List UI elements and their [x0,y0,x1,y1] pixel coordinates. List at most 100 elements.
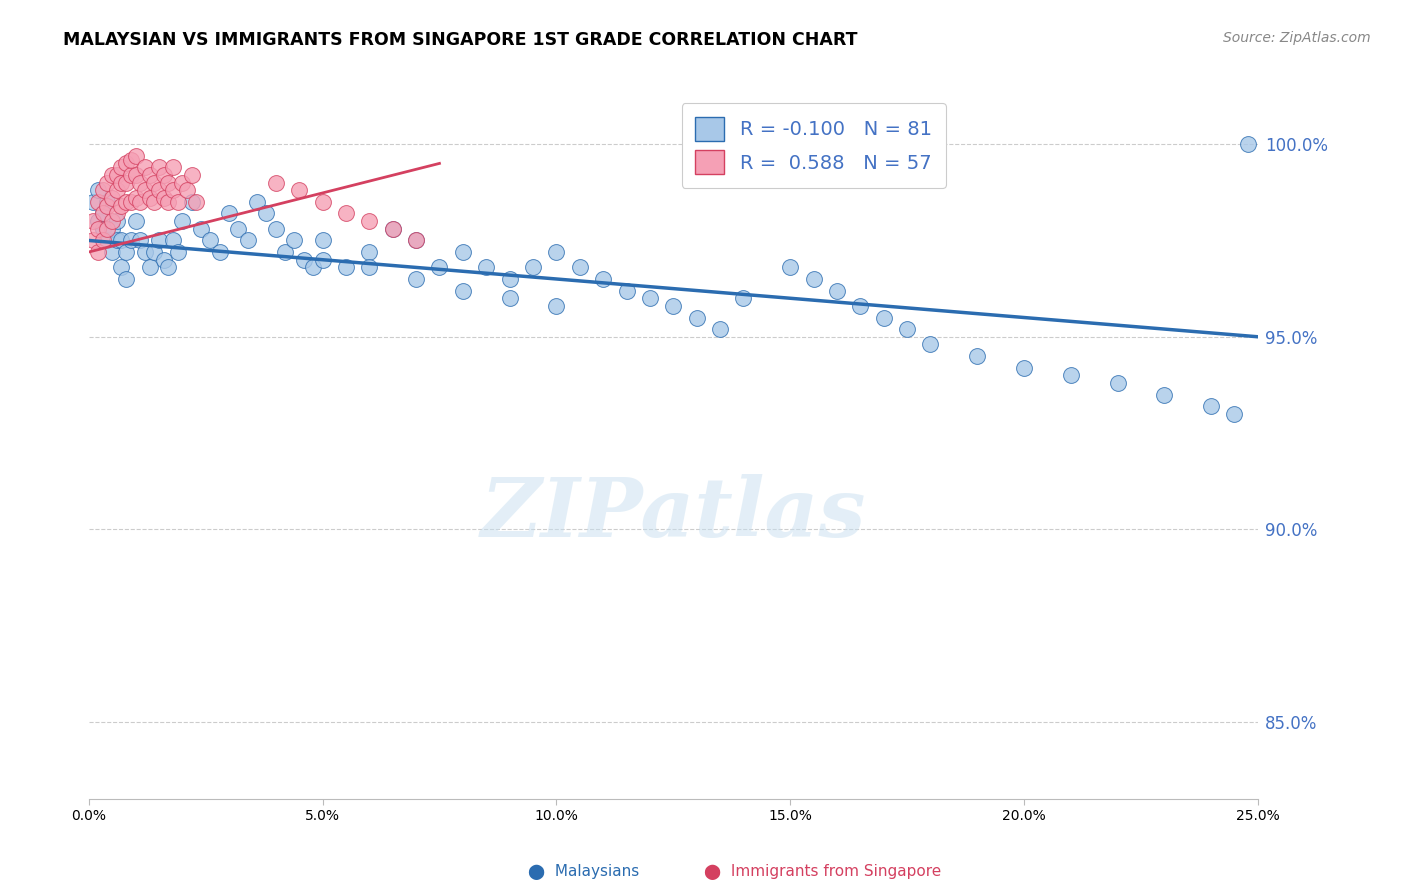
Point [616,284,638,298]
Point [110,260,132,275]
Point [1237,137,1260,152]
Point [138,168,160,182]
Point [138,260,160,275]
Point [405,234,427,248]
Point [138,191,160,205]
Point [129,194,152,209]
Point [96,222,118,236]
Point [200,234,222,248]
Point [498,291,520,305]
Point [1199,399,1222,413]
Point [101,245,124,260]
Point [1012,360,1035,375]
Point [96,176,118,190]
Point [966,349,988,363]
Point [105,168,128,182]
Point [101,168,124,182]
Text: Source: ZipAtlas.com: Source: ZipAtlas.com [1223,31,1371,45]
Point [152,252,174,267]
Point [124,191,146,205]
Point [592,272,614,286]
Legend: R = -0.100   N = 81, R =  0.588   N = 57: R = -0.100 N = 81, R = 0.588 N = 57 [682,103,945,187]
Point [115,156,138,170]
Point [115,245,138,260]
Point [568,260,591,275]
Point [359,260,381,275]
Point [87,222,110,236]
Point [638,291,661,305]
Point [148,161,170,175]
Point [335,260,357,275]
Point [1153,387,1175,401]
Point [120,194,142,209]
Point [152,191,174,205]
Point [283,234,305,248]
Point [288,183,311,197]
Point [685,310,707,325]
Point [105,234,128,248]
Point [96,199,118,213]
Point [359,214,381,228]
Point [157,260,180,275]
Point [451,284,474,298]
Point [120,168,142,182]
Point [292,252,315,267]
Point [91,206,114,220]
Point [228,222,250,236]
Point [82,194,104,209]
Point [91,234,114,248]
Point [1107,376,1129,390]
Point [1223,407,1246,421]
Point [82,234,104,248]
Point [143,245,166,260]
Point [920,337,942,351]
Point [311,252,333,267]
Text: ⬤  Malaysians: ⬤ Malaysians [527,864,640,880]
Point [110,199,132,213]
Point [186,194,208,209]
Text: MALAYSIAN VS IMMIGRANTS FROM SINGAPORE 1ST GRADE CORRELATION CHART: MALAYSIAN VS IMMIGRANTS FROM SINGAPORE 1… [63,31,858,49]
Point [115,176,138,190]
Point [1060,368,1083,383]
Point [208,245,231,260]
Point [120,153,142,167]
Point [246,194,269,209]
Point [172,176,194,190]
Point [381,222,404,236]
Point [134,245,156,260]
Text: ZIPatlas: ZIPatlas [481,474,866,554]
Point [359,245,381,260]
Point [180,168,202,182]
Text: ⬤  Immigrants from Singapore: ⬤ Immigrants from Singapore [704,864,941,880]
Point [91,206,114,220]
Point [110,161,132,175]
Point [101,214,124,228]
Point [101,191,124,205]
Point [87,183,110,197]
Point [180,194,202,209]
Point [148,183,170,197]
Point [129,176,152,190]
Point [274,245,297,260]
Point [311,194,333,209]
Point [779,260,801,275]
Point [475,260,498,275]
Point [311,234,333,248]
Point [429,260,451,275]
Point [134,161,156,175]
Point [115,194,138,209]
Point [405,234,427,248]
Point [152,168,174,182]
Point [825,284,848,298]
Point [381,222,404,236]
Point [172,214,194,228]
Point [157,194,180,209]
Point [82,214,104,228]
Point [115,272,138,286]
Point [101,222,124,236]
Point [87,245,110,260]
Point [124,214,146,228]
Point [96,194,118,209]
Point [91,222,114,236]
Point [498,272,520,286]
